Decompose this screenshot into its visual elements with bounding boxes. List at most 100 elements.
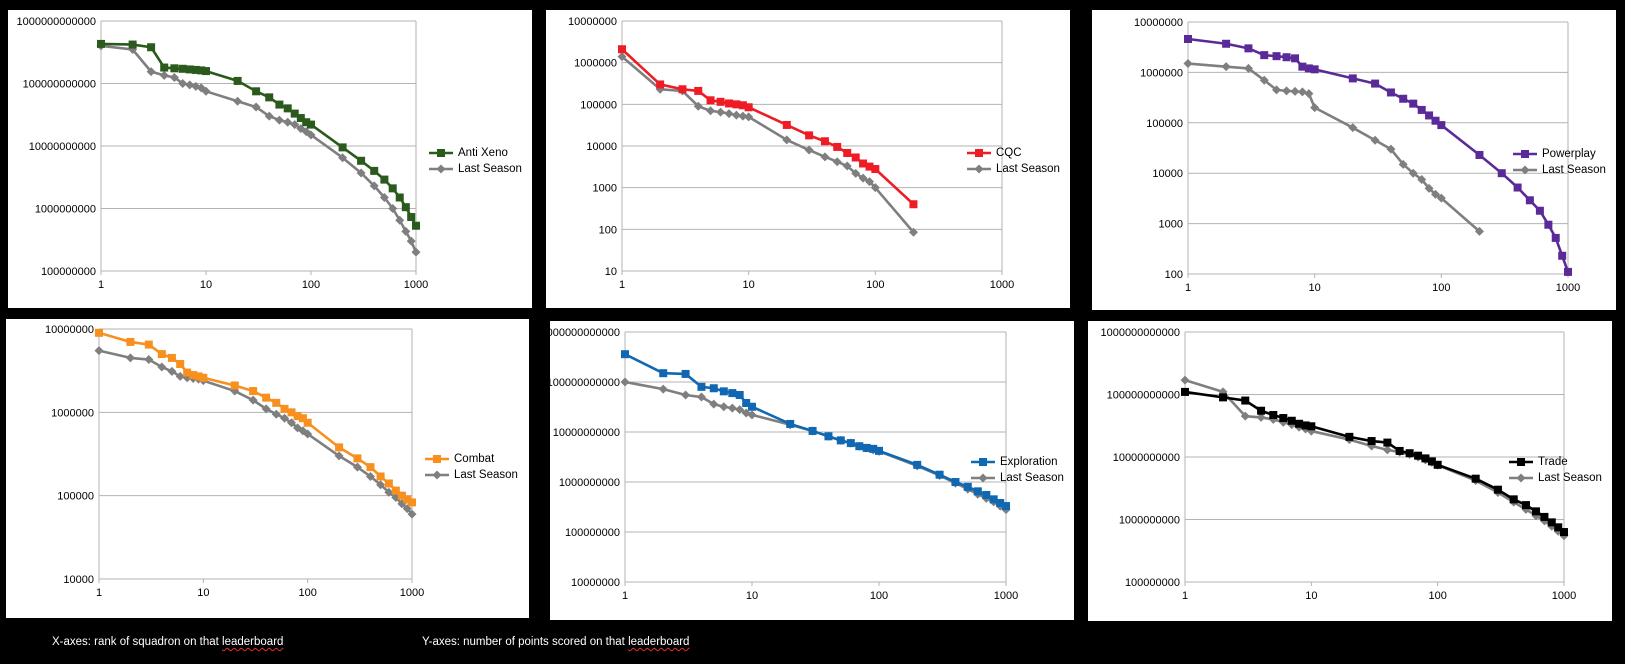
last-season-point xyxy=(1310,103,1320,113)
last-season-point xyxy=(1386,144,1396,154)
powerplay-point xyxy=(1291,54,1300,63)
anti-xeno-point xyxy=(338,143,347,152)
combat-point xyxy=(366,463,375,472)
anti-xeno-point xyxy=(401,203,410,212)
cqc-point xyxy=(738,101,747,110)
exploration-point xyxy=(996,499,1005,508)
legend-swatch xyxy=(967,149,991,157)
combat-series-line xyxy=(98,331,413,504)
last-season-point xyxy=(1256,412,1266,422)
legend-item-anti-xeno: Anti Xeno xyxy=(429,145,522,161)
combat-point xyxy=(126,337,135,346)
last-season-point xyxy=(709,399,719,409)
x-tick-label: 1000 xyxy=(994,590,1018,602)
y-tick-label: 10000 xyxy=(63,574,94,586)
trade-point xyxy=(1279,414,1288,423)
last-season-point xyxy=(727,403,737,413)
last-season-point xyxy=(306,130,316,140)
trade-point xyxy=(1471,474,1480,483)
x-tick-label: 1 xyxy=(98,279,104,291)
trade-point xyxy=(1307,422,1316,431)
last-season-series-line xyxy=(100,44,418,253)
powerplay-point xyxy=(1348,74,1357,83)
last-season-point xyxy=(1259,75,1269,85)
anti-xeno-point xyxy=(388,184,397,193)
x-tick-label: 100 xyxy=(1428,590,1446,602)
last-season-point xyxy=(175,371,185,381)
combat-point xyxy=(144,340,153,349)
y-tick-label: 1000000 xyxy=(574,58,617,70)
last-season-point xyxy=(804,145,814,155)
powerplay-point xyxy=(1497,169,1506,178)
y-tick-label: 1000000 xyxy=(1140,67,1183,79)
y-tick-label: 10000 xyxy=(1152,168,1183,180)
legend-swatch xyxy=(429,164,453,174)
combat-point xyxy=(403,495,412,504)
combat-point xyxy=(335,443,344,452)
powerplay-point xyxy=(1304,64,1313,73)
last-season-point xyxy=(178,79,188,88)
trade-point xyxy=(1554,523,1563,532)
legend-marker xyxy=(1516,473,1526,483)
legend-label: Last Season xyxy=(1538,472,1602,484)
last-season-point xyxy=(401,226,411,236)
y-tick-label: 10 xyxy=(605,266,617,278)
last-season-point xyxy=(287,418,297,428)
last-season-point xyxy=(858,173,868,183)
legend-swatch xyxy=(971,473,995,483)
y-tick-label: 100000 xyxy=(1146,118,1183,130)
exploration-point xyxy=(719,387,728,396)
anti-xeno-point xyxy=(380,175,389,184)
x-tick-label: 100 xyxy=(298,587,316,599)
y-tick-label: 1000000 xyxy=(51,407,94,419)
y-tick-label: 1000000000 xyxy=(35,204,96,216)
legend-label: Trade xyxy=(1538,456,1568,468)
last-season-point xyxy=(1243,63,1253,73)
last-season-point xyxy=(233,96,243,106)
anti-xeno-point xyxy=(178,64,187,73)
exploration-series-line xyxy=(624,353,1007,508)
x-tick-label: 10 xyxy=(746,590,758,602)
x-tick-label: 10 xyxy=(1305,590,1317,602)
legend-label: Powerplay xyxy=(1542,148,1596,160)
legend-label: Anti Xeno xyxy=(458,147,508,159)
legend-label: Last Season xyxy=(1000,472,1064,484)
last-season-point xyxy=(1272,85,1282,95)
exploration-point xyxy=(963,482,972,491)
combat-point xyxy=(262,393,271,402)
last-season-point xyxy=(1474,226,1484,236)
y-tick-label: 10000000000 xyxy=(29,141,96,153)
exploration-point xyxy=(913,460,922,469)
exploration-point xyxy=(697,382,706,391)
cqc-point xyxy=(820,137,829,146)
last-season-point xyxy=(94,346,104,356)
cqc-point xyxy=(851,153,860,162)
exploration-point xyxy=(728,389,737,398)
last-season-point xyxy=(146,67,156,77)
anti-xeno-point xyxy=(170,64,179,73)
combat-point xyxy=(384,479,393,488)
exploration-point xyxy=(869,444,878,453)
last-season-point xyxy=(1436,193,1446,203)
y-tick-label: 100000000 xyxy=(565,527,620,539)
combat-chart: 10000 100000 1000000 10000000 1 10 100 1000 xyxy=(45,324,424,599)
x-tick-label: 1000 xyxy=(400,587,424,599)
combat-point xyxy=(391,486,400,495)
legend-marker xyxy=(974,164,984,174)
last-season-point xyxy=(251,102,261,112)
anti-xeno-point xyxy=(283,104,292,113)
powerplay-point xyxy=(1437,121,1446,130)
last-season-point xyxy=(744,112,754,122)
y-tick-label: 10000000 xyxy=(45,324,94,336)
last-season-point xyxy=(1398,159,1408,169)
last-season-point xyxy=(747,410,757,420)
y-tick-label: 10000000000 xyxy=(1113,452,1180,464)
powerplay-point xyxy=(1417,105,1426,114)
cqc-point xyxy=(678,85,687,94)
y-tick-label: 10000000 xyxy=(568,16,617,28)
last-season-point xyxy=(397,499,407,509)
last-season-point xyxy=(1221,62,1231,72)
legend-swatch xyxy=(1509,473,1533,483)
combat-point xyxy=(298,414,307,423)
last-season-point xyxy=(298,426,308,436)
